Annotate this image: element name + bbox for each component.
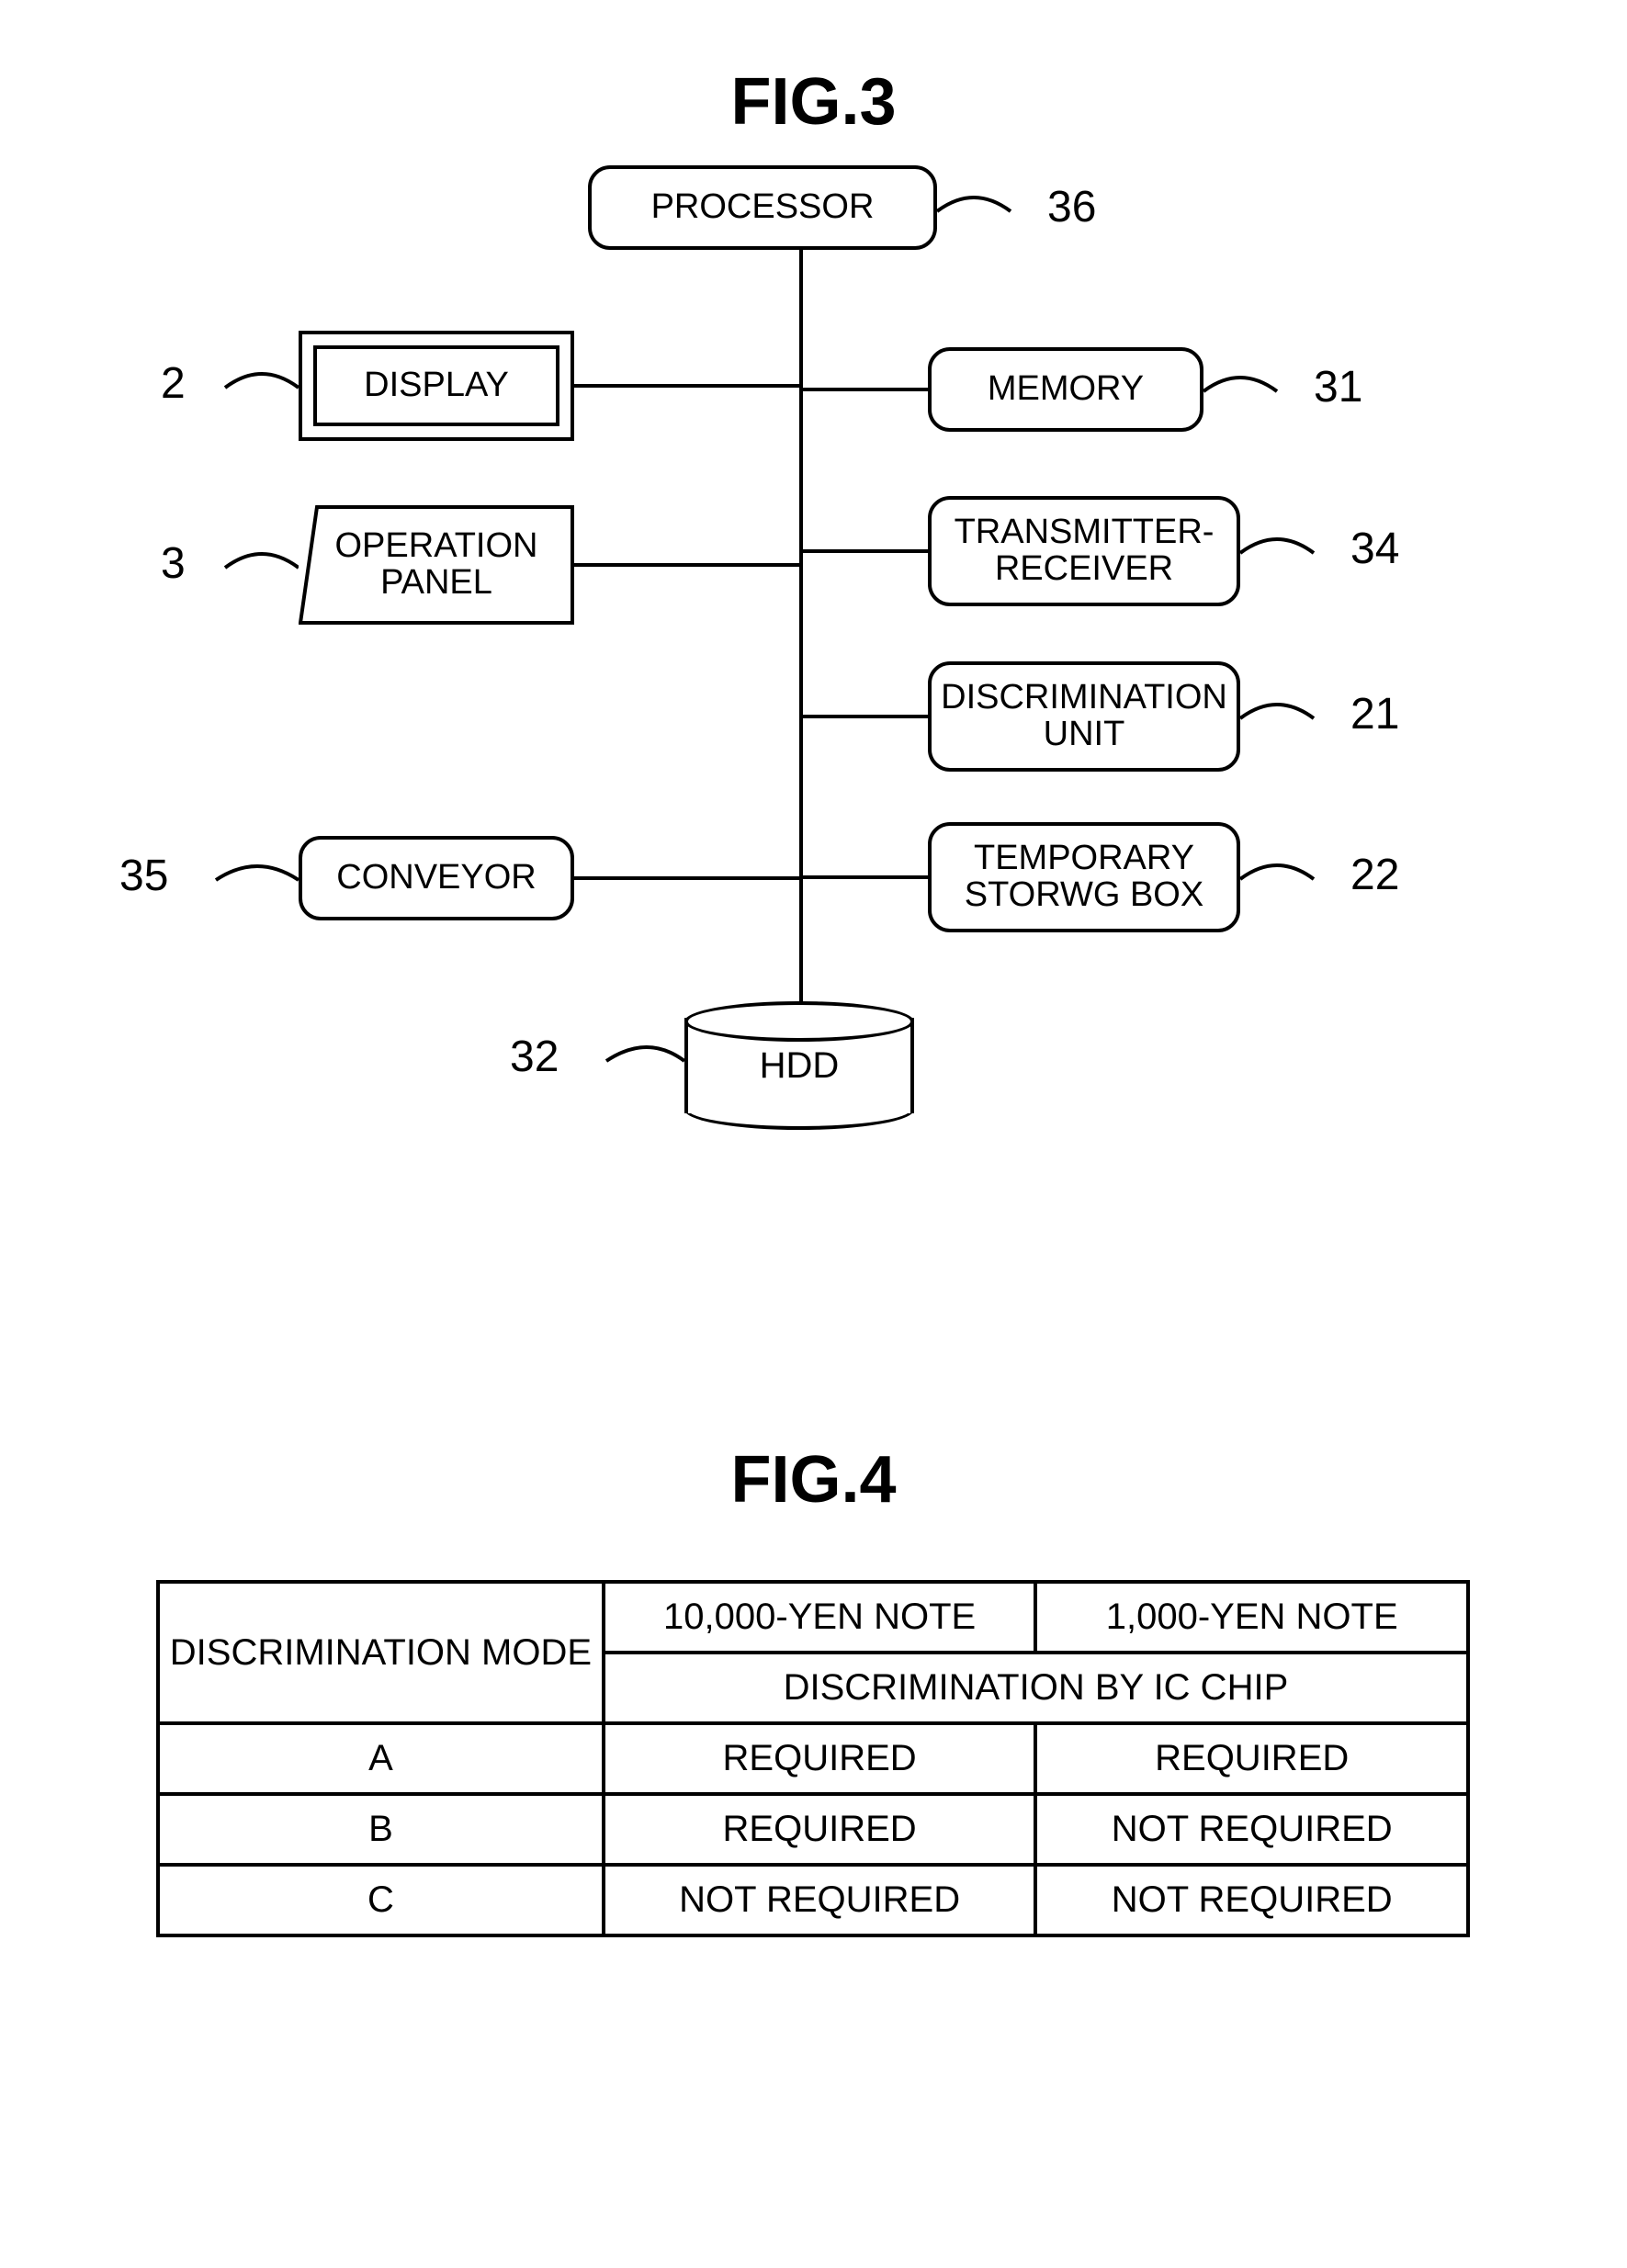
conveyor-label: CONVEYOR <box>336 860 536 897</box>
fig4-note-header-0: 10,000-YEN NOTE <box>604 1582 1036 1653</box>
operation-panel-lead <box>198 540 299 595</box>
transmitter-receiver-label: TRANSMITTER- RECEIVER <box>955 514 1215 588</box>
fig4-note-header-1: 1,000-YEN NOTE <box>1035 1582 1468 1653</box>
operation-panel-connector <box>574 563 799 567</box>
fig4-row-b-val-1: NOT REQUIRED <box>1035 1794 1468 1865</box>
fig4-mode-header: DISCRIMINATION MODE <box>158 1582 604 1723</box>
discrimination-unit-node: DISCRIMINATION UNIT <box>928 661 1240 772</box>
memory-node: MEMORY <box>928 347 1203 432</box>
processor-label: PROCESSOR <box>651 189 875 226</box>
temporary-storage-box-label: TEMPORARY STORWG BOX <box>965 841 1203 914</box>
transmitter-receiver-connector <box>803 549 928 553</box>
fig4-table: DISCRIMINATION MODE 10,000-YEN NOTE 1,00… <box>156 1580 1470 1937</box>
operation-panel-node: OPERATION PANEL <box>299 505 574 625</box>
transmitter-receiver-lead <box>1240 525 1350 581</box>
fig4-row-b-val-0: REQUIRED <box>604 1794 1036 1865</box>
display-node: DISPLAY <box>299 331 574 441</box>
fig4-row-c: C NOT REQUIRED NOT REQUIRED <box>158 1865 1468 1935</box>
fig4-row-c-val-0: NOT REQUIRED <box>604 1865 1036 1935</box>
processor-lead <box>937 184 1047 239</box>
hdd-node: HDD <box>684 1001 914 1130</box>
hdd-top-ellipse <box>684 1001 914 1042</box>
temporary-storage-box-node: TEMPORARY STORWG BOX <box>928 822 1240 932</box>
temporary-storage-box-ref: 22 <box>1350 850 1399 900</box>
fig4-row-a-val-0: REQUIRED <box>604 1723 1036 1794</box>
hdd-lead <box>570 1033 684 1089</box>
discrimination-unit-lead <box>1240 691 1350 746</box>
transmitter-receiver-ref: 34 <box>1350 524 1399 574</box>
page: FIG.3 PROCESSOR 36 DISPLAY 2 MEMORY 31 <box>0 0 1627 2268</box>
fig4-row-b-mode: B <box>158 1794 604 1865</box>
discrimination-unit-label: DISCRIMINATION UNIT <box>941 680 1227 753</box>
operation-panel-ref: 3 <box>161 538 186 589</box>
fig4-row-b: B REQUIRED NOT REQUIRED <box>158 1794 1468 1865</box>
transmitter-receiver-node: TRANSMITTER- RECEIVER <box>928 496 1240 606</box>
temporary-storage-box-connector <box>803 875 928 879</box>
hdd-ref: 32 <box>510 1032 559 1082</box>
fig4-row-a-val-1: REQUIRED <box>1035 1723 1468 1794</box>
display-ref: 2 <box>161 358 186 409</box>
temporary-storage-box-lead <box>1240 852 1350 907</box>
conveyor-node: CONVEYOR <box>299 836 574 920</box>
processor-ref: 36 <box>1047 182 1096 232</box>
hdd-label: HDD <box>760 1045 840 1087</box>
display-connector <box>574 384 799 388</box>
memory-connector <box>803 388 928 391</box>
fig4-table-wrap: DISCRIMINATION MODE 10,000-YEN NOTE 1,00… <box>156 1580 1470 1937</box>
memory-ref: 31 <box>1314 362 1362 412</box>
discrimination-unit-ref: 21 <box>1350 689 1399 739</box>
fig3-bus <box>799 248 803 1029</box>
fig4-row-a-mode: A <box>158 1723 604 1794</box>
fig4-row-c-val-1: NOT REQUIRED <box>1035 1865 1468 1935</box>
operation-panel-label: OPERATION PANEL <box>335 528 538 602</box>
conveyor-ref: 35 <box>119 851 168 901</box>
discrimination-unit-connector <box>803 715 928 718</box>
display-lead <box>198 360 299 415</box>
fig4-header-row-1: DISCRIMINATION MODE 10,000-YEN NOTE 1,00… <box>158 1582 1468 1653</box>
conveyor-lead <box>179 852 299 908</box>
processor-node: PROCESSOR <box>588 165 937 250</box>
conveyor-connector <box>574 876 799 880</box>
fig4-sub-header: DISCRIMINATION BY IC CHIP <box>604 1653 1468 1723</box>
memory-lead <box>1203 364 1314 419</box>
fig4-row-c-mode: C <box>158 1865 604 1935</box>
fig4-row-a: A REQUIRED REQUIRED <box>158 1723 1468 1794</box>
display-label: DISPLAY <box>364 367 509 404</box>
memory-label: MEMORY <box>988 371 1144 408</box>
fig4-title: FIG.4 <box>730 1442 896 1518</box>
fig3-diagram: PROCESSOR 36 DISPLAY 2 MEMORY 31 <box>0 0 1627 1194</box>
